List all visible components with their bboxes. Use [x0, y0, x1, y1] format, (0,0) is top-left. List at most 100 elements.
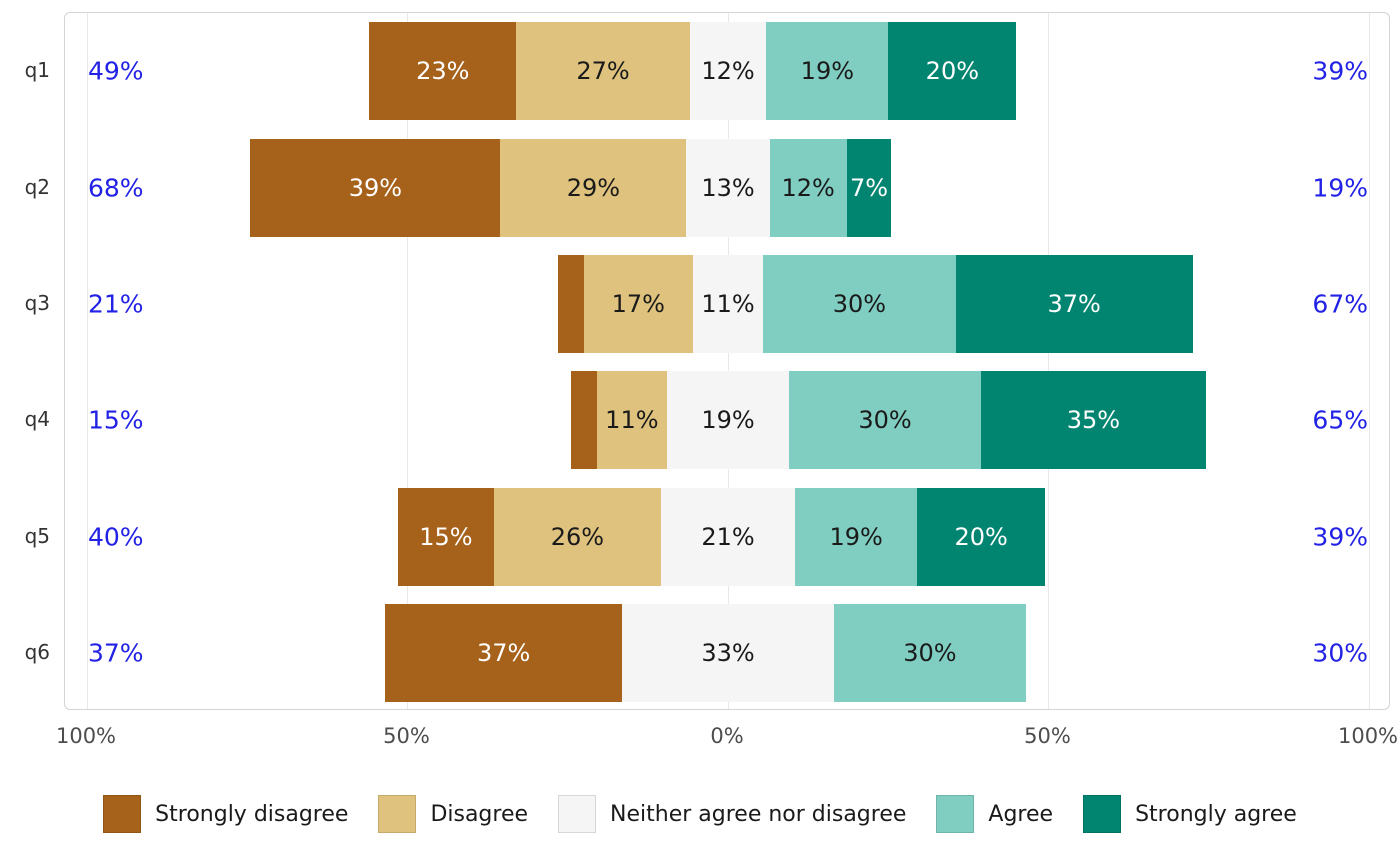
- right-total-q2: 19%: [1312, 173, 1368, 202]
- gridline-100%: [1368, 13, 1370, 709]
- segment-label: 19%: [829, 522, 883, 551]
- segment-label: 20%: [954, 522, 1008, 551]
- bar-segment-q4-strongly-agree: 35%: [981, 371, 1206, 470]
- segment-label: 13%: [701, 173, 755, 202]
- x-tick-label: 50%: [383, 724, 430, 748]
- segment-label: 35%: [1066, 406, 1121, 435]
- legend-item-strongly-disagree: Strongly disagree: [103, 795, 348, 833]
- x-tick-label: 100%: [1337, 724, 1399, 748]
- gridline-50%: [1048, 13, 1049, 709]
- x-tick-label: 50%: [1024, 724, 1071, 748]
- legend-label: Disagree: [430, 801, 529, 827]
- legend-label: Strongly disagree: [155, 801, 349, 827]
- bar-segment-q4-disagree: 11%: [596, 371, 668, 470]
- segment-label: 7%: [849, 173, 889, 202]
- bar-segment-q2-disagree: 29%: [500, 138, 687, 237]
- segment-label: 30%: [903, 638, 957, 667]
- segment-label: 21%: [701, 522, 755, 551]
- bar-segment-q3-agree: 30%: [763, 254, 956, 353]
- bar-segment-q5-agree: 19%: [795, 487, 918, 586]
- right-total-q1: 39%: [1312, 56, 1368, 86]
- segment-label: 26%: [550, 522, 605, 551]
- segment-label: 20%: [925, 57, 980, 86]
- segment-label: 37%: [476, 638, 531, 667]
- bar-segment-q3-strongly-agree: 37%: [955, 254, 1193, 353]
- legend: Strongly disagree Disagree Neither agree n…: [0, 792, 1400, 836]
- segment-label: 12%: [781, 173, 835, 202]
- x-tick-label: 100%: [55, 724, 117, 748]
- plot-panel: 49% 39% 23% 27% 12% 19% 20% 68% 19% 39% 29% 13% 12% 7…: [64, 12, 1390, 710]
- legend-swatch-strongly-disagree: [103, 795, 142, 833]
- right-total-q5: 39%: [1312, 522, 1368, 551]
- segment-label: 19%: [800, 57, 855, 86]
- bar-segment-q1-strongly-disagree: 23%: [369, 22, 517, 121]
- legend-label: Agree: [988, 801, 1054, 827]
- y-tick-label-q4: q4: [24, 407, 50, 432]
- gridline-0%: [727, 13, 729, 709]
- segment-label: 29%: [566, 173, 621, 202]
- bar-segment-q3-strongly-disagree: [558, 254, 584, 353]
- bar-segment-q1-disagree: 27%: [516, 22, 690, 121]
- left-total-q6: 37%: [88, 638, 144, 668]
- bar-segment-q3-neither-agree-nor-disagree: 11%: [692, 254, 764, 353]
- segment-label: 33%: [701, 638, 755, 667]
- right-total-q6: 30%: [1312, 638, 1368, 668]
- legend-swatch-strongly-agree: [1083, 795, 1122, 833]
- segment-label: 17%: [611, 289, 665, 318]
- left-total-q1: 49%: [88, 56, 144, 86]
- bar-segment-q1-agree: 19%: [766, 22, 889, 121]
- x-tick-label: 0%: [710, 724, 744, 748]
- bar-segment-q5-strongly-disagree: 15%: [397, 487, 495, 586]
- legend-item-strongly-agree: Strongly agree: [1083, 795, 1297, 833]
- bar-segment-q6-strongly-disagree: 37%: [385, 603, 623, 702]
- bar-segment-q1-strongly-agree: 20%: [888, 22, 1017, 121]
- y-tick-label-q2: q2: [24, 174, 50, 199]
- right-total-q3: 67%: [1312, 289, 1368, 319]
- bar-segment-q5-disagree: 26%: [494, 487, 661, 586]
- legend-swatch-disagree: [378, 795, 417, 833]
- segment-label: 30%: [832, 289, 887, 318]
- bar-segment-q2-strongly-disagree: 39%: [250, 138, 501, 237]
- left-total-q2: 68%: [88, 173, 144, 202]
- legend-item-neither-agree-nor-disagree: Neither agree nor disagree: [558, 795, 906, 833]
- bar-segment-q5-neither-agree-nor-disagree: 21%: [660, 487, 796, 586]
- segment-label: 15%: [419, 522, 473, 551]
- segment-label: 27%: [576, 57, 630, 86]
- segment-label: 12%: [701, 57, 755, 86]
- legend-label: Strongly agree: [1135, 801, 1297, 827]
- segment-label: 11%: [701, 289, 755, 318]
- bar-segment-q5-strongly-agree: 20%: [917, 487, 1046, 586]
- bar-segment-q4-strongly-disagree: [570, 371, 597, 470]
- segment-label: 39%: [348, 173, 403, 202]
- y-tick-label-q1: q1: [24, 58, 50, 83]
- gridline-100%: [86, 13, 88, 709]
- legend-item-disagree: Disagree: [378, 795, 528, 833]
- bar-segment-q6-neither-agree-nor-disagree: 33%: [622, 603, 834, 702]
- legend-swatch-neither-agree-nor-disagree: [558, 795, 597, 833]
- segment-label: 30%: [858, 406, 912, 435]
- legend-item-agree: Agree: [936, 795, 1053, 833]
- left-total-q4: 15%: [88, 405, 144, 435]
- legend-label: Neither agree nor disagree: [610, 801, 907, 827]
- right-total-q4: 65%: [1312, 405, 1368, 435]
- segment-label: 11%: [605, 406, 659, 435]
- bar-segment-q1-neither-agree-nor-disagree: 12%: [689, 22, 767, 121]
- segment-label: 37%: [1047, 289, 1101, 318]
- left-total-q3: 21%: [88, 289, 144, 319]
- y-tick-label-q3: q3: [24, 290, 50, 315]
- bar-segment-q4-agree: 30%: [788, 371, 982, 470]
- bar-segment-q4-neither-agree-nor-disagree: 19%: [667, 371, 789, 470]
- legend-swatch-agree: [936, 795, 975, 833]
- bar-segment-q2-agree: 12%: [769, 138, 847, 237]
- segment-label: 23%: [416, 57, 470, 86]
- bar-segment-q2-neither-agree-nor-disagree: 13%: [686, 138, 770, 237]
- gridline-50%: [407, 13, 408, 709]
- y-tick-label-q6: q6: [24, 639, 50, 664]
- y-tick-label-q5: q5: [24, 523, 50, 548]
- segment-label: 19%: [701, 406, 755, 435]
- bar-segment-q6-agree: 30%: [833, 603, 1027, 702]
- bar-segment-q3-disagree: 17%: [583, 254, 693, 353]
- bar-segment-q2-strongly-agree: 7%: [846, 138, 892, 237]
- left-total-q5: 40%: [88, 522, 144, 551]
